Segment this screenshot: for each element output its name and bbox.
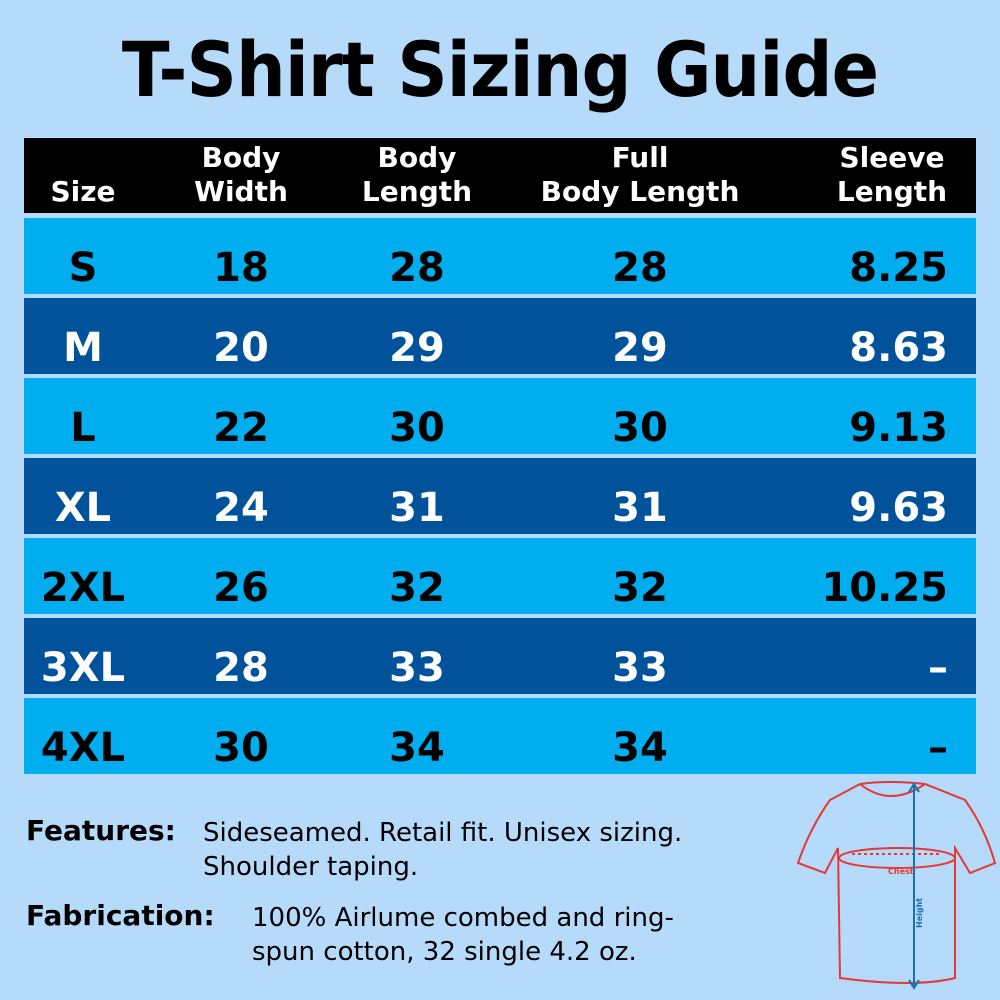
cell-body-length: 28 [389, 245, 445, 291]
fabrication-line1: 100% Airlume combed and ring- [252, 903, 674, 933]
features-label: Features: [26, 814, 176, 847]
cell-size: 2XL [40, 565, 126, 611]
cell-full-body-length: 29 [612, 325, 668, 371]
cell-body-length: 29 [389, 325, 445, 371]
table-row: XL 24 31 31 9.63 [24, 458, 976, 534]
cell-body-length: 31 [389, 485, 445, 531]
cell-body-width: 24 [213, 485, 269, 531]
height-arrowheads [908, 782, 920, 990]
collar [859, 783, 926, 797]
features-line1: Sideseamed. Retail fit. Unisex sizing. [203, 818, 683, 848]
cell-body-width: 20 [213, 325, 269, 371]
cell-size: M [63, 325, 103, 371]
size-table: Size Body Width Body Length Full Body Le… [24, 138, 976, 778]
header-body-length: Body Length [361, 141, 473, 208]
tshirt-diagram: Chest Height [796, 781, 997, 990]
cell-body-width: 26 [213, 565, 269, 611]
chest-label: Chest [888, 867, 914, 876]
cell-size: L [70, 405, 96, 451]
page-title: T-Shirt Sizing Guide [121, 25, 879, 114]
cell-size: XL [54, 485, 112, 531]
cell-sleeve-length: – [928, 725, 948, 771]
features: Features: Sideseamed. Retail fit. Unisex… [26, 815, 786, 885]
cell-body-width: 18 [213, 245, 269, 291]
table-row: 2XL 26 32 32 10.25 [24, 538, 976, 614]
fabrication-line2: spun cotton, 32 single 4.2 oz. [252, 937, 637, 967]
chest-ellipse [838, 847, 956, 869]
table-row: 3XL 28 33 33 – [24, 618, 976, 694]
cell-sleeve-length: 8.63 [849, 325, 948, 371]
fabrication-label: Fabrication: [26, 899, 215, 932]
cell-full-body-length: 33 [612, 645, 668, 691]
cell-size: S [68, 245, 98, 291]
header-size: Size [50, 175, 116, 208]
table-row: S 18 28 28 8.25 [24, 218, 976, 294]
cell-body-length: 34 [389, 725, 445, 771]
cell-sleeve-length: 9.13 [849, 405, 948, 451]
cell-body-length: 33 [389, 645, 445, 691]
cell-sleeve-length: 9.63 [849, 485, 948, 531]
table-row: L 22 30 30 9.13 [24, 378, 976, 454]
cell-body-width: 22 [213, 405, 269, 451]
cell-full-body-length: 32 [612, 565, 668, 611]
shirt-outline [796, 781, 997, 984]
table-header: Size Body Width Body Length Full Body Le… [24, 138, 976, 213]
cell-full-body-length: 28 [612, 245, 668, 291]
cell-body-length: 30 [389, 405, 445, 451]
cell-sleeve-length: – [928, 645, 948, 691]
fabrication: Fabrication: 100% Airlume combed and rin… [26, 900, 786, 970]
header-full-body-length: Full Body Length [540, 141, 740, 208]
cell-body-width: 30 [213, 725, 269, 771]
table-row: M 20 29 29 8.63 [24, 298, 976, 374]
cell-sleeve-length: 8.25 [849, 245, 948, 291]
cell-body-width: 28 [213, 645, 269, 691]
header-body-width: Body Width [194, 141, 288, 208]
header-sleeve-length: Sleeve Length [836, 141, 948, 208]
cell-full-body-length: 30 [612, 405, 668, 451]
features-line2: Shoulder taping. [203, 852, 419, 882]
table-row: 4XL 30 34 34 – [24, 698, 976, 774]
cell-size: 4XL [40, 725, 126, 771]
cell-full-body-length: 34 [612, 725, 668, 771]
cell-size: 3XL [40, 645, 126, 691]
cell-full-body-length: 31 [612, 485, 668, 531]
height-label: Height [915, 898, 924, 928]
cell-body-length: 32 [389, 565, 445, 611]
cell-sleeve-length: 10.25 [821, 565, 948, 611]
